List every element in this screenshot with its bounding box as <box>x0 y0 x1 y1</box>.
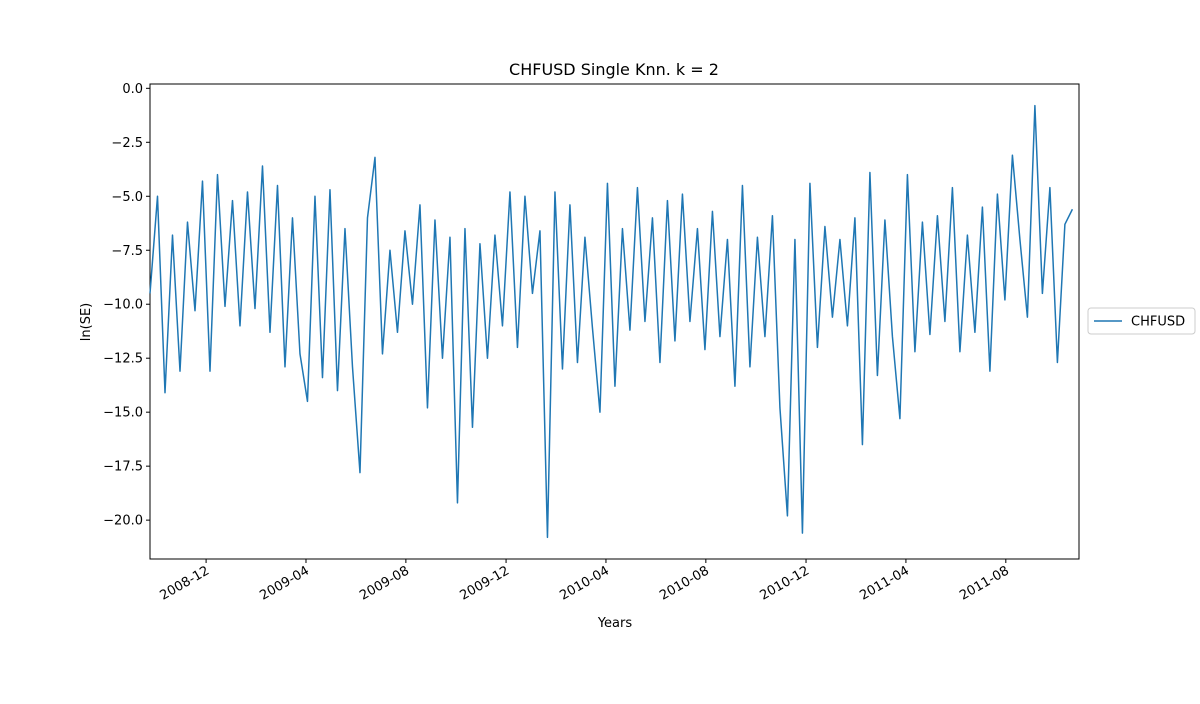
legend-label: CHFUSD <box>1131 315 1185 330</box>
legend-box <box>1087 307 1196 335</box>
y-tick-label: −20.0 <box>103 514 143 529</box>
x-tick-label: 2010-12 <box>757 563 812 603</box>
y-axis-label: ln(SE) <box>79 303 94 341</box>
y-tick-label: 0.0 <box>122 82 143 97</box>
x-tick-label: 2011-04 <box>857 563 912 603</box>
y-tick-label: −15.0 <box>103 406 143 421</box>
y-tick-label: −10.0 <box>103 298 143 313</box>
x-tick-label: 2009-08 <box>357 563 412 603</box>
x-tick-label: 2011-08 <box>957 563 1012 603</box>
x-axis-label: Years <box>597 616 633 631</box>
y-tick-label: −5.0 <box>111 190 143 205</box>
plot-frame <box>149 83 1080 560</box>
x-tick-label: 2008-12 <box>158 563 213 603</box>
x-tick-label: 2010-04 <box>557 563 612 603</box>
y-tick-label: −7.5 <box>111 244 143 259</box>
y-tick-label: −17.5 <box>103 460 143 475</box>
x-tick-label: 2010-08 <box>657 563 712 603</box>
x-tick-label: 2009-04 <box>257 563 312 603</box>
x-tick-label: 2009-12 <box>458 563 513 603</box>
y-tick-label: −12.5 <box>103 352 143 367</box>
y-tick-label: −2.5 <box>111 136 143 151</box>
data-line <box>149 104 1074 539</box>
chart-title: CHFUSD Single Knn. k = 2 <box>509 60 719 79</box>
